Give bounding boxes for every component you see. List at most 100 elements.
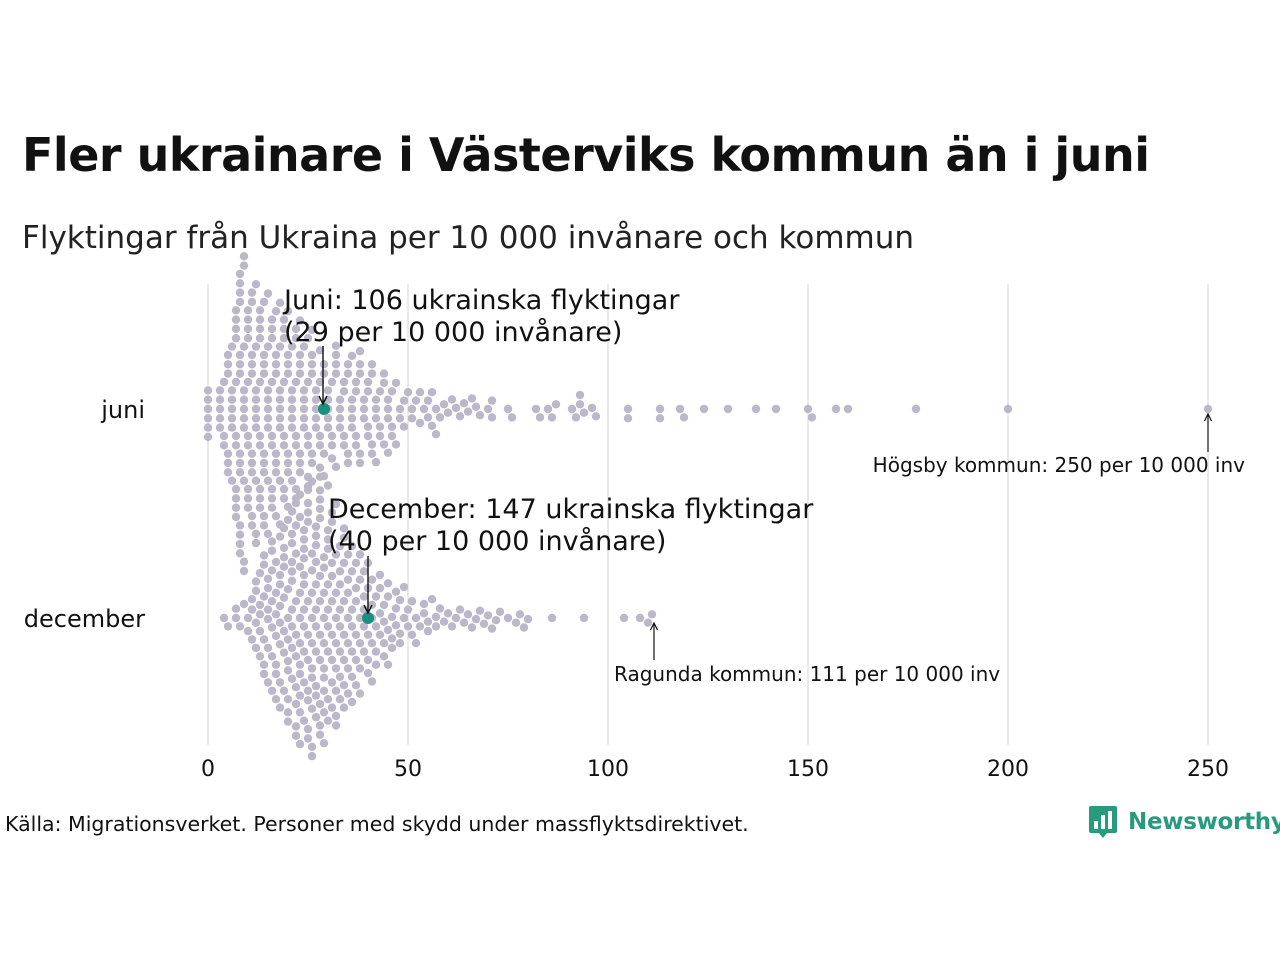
data-point-december-294	[435, 604, 445, 613]
data-point-juni-199	[307, 458, 317, 468]
data-point-juni-234	[339, 387, 349, 396]
data-point-december-318	[635, 613, 645, 623]
data-point-december-299	[455, 605, 465, 614]
data-point-juni-312	[471, 402, 481, 411]
data-point-december-213	[343, 639, 353, 648]
data-point-december-175	[323, 526, 333, 535]
data-point-december-173	[323, 535, 333, 544]
data-point-juni-81	[247, 521, 257, 530]
annotation-juni-line1: Juni: 106 ukrainska flyktingar	[282, 285, 680, 316]
data-point-december-82	[291, 597, 301, 606]
data-point-december-74	[287, 576, 297, 585]
data-point-december-95	[295, 562, 305, 571]
data-point-juni-143	[275, 342, 285, 351]
data-point-juni-167	[287, 386, 297, 395]
data-point-juni-190	[303, 431, 313, 441]
data-point-december-121	[303, 498, 313, 508]
data-point-december-157	[315, 472, 325, 481]
data-point-juni-252	[355, 449, 365, 458]
data-point-december-307	[487, 624, 497, 633]
data-point-juni-93	[255, 431, 265, 441]
data-point-december-75	[287, 567, 297, 576]
data-point-december-256	[371, 660, 381, 669]
data-point-december-189	[331, 588, 341, 597]
data-point-december-72	[287, 605, 297, 614]
data-point-december-303	[471, 614, 481, 624]
data-point-december-109	[299, 544, 309, 553]
data-point-juni-35	[231, 503, 241, 512]
data-point-juni-262	[363, 377, 373, 387]
data-point-juni-21	[227, 414, 237, 423]
data-point-juni-288	[399, 396, 409, 405]
data-point-december-265	[383, 625, 393, 635]
data-point-juni-302	[431, 430, 441, 439]
data-point-juni-102	[255, 306, 265, 315]
data-point-december-210	[339, 703, 349, 712]
data-point-december-317	[619, 613, 629, 623]
data-point-juni-239	[343, 449, 353, 458]
data-point-juni-317	[503, 404, 513, 414]
data-point-juni-110	[259, 297, 269, 307]
data-point-juni-340	[771, 404, 781, 414]
data-point-juni-75	[247, 360, 257, 369]
data-point-december-13	[251, 643, 261, 653]
data-point-december-161	[319, 664, 329, 673]
data-point-december-269	[387, 612, 397, 622]
data-point-juni-183	[295, 316, 305, 325]
data-point-december-111	[299, 526, 309, 535]
data-point-december-65	[283, 656, 293, 666]
data-point-juni-232	[335, 395, 345, 404]
data-point-juni-197	[307, 449, 317, 458]
data-point-juni-202	[311, 404, 321, 414]
data-point-juni-8	[215, 395, 225, 404]
data-point-juni-90	[251, 529, 261, 538]
data-point-december-154	[315, 730, 325, 739]
data-point-december-219	[347, 622, 357, 631]
data-point-december-300	[459, 618, 469, 627]
data-point-juni-36	[231, 306, 241, 315]
data-point-december-260	[375, 570, 385, 580]
data-point-december-67	[283, 695, 293, 704]
data-point-juni-177	[295, 369, 305, 378]
data-point-december-53	[275, 703, 285, 712]
data-point-juni-11	[219, 431, 229, 441]
data-point-december-41	[271, 588, 281, 597]
data-point-december-162	[319, 563, 329, 572]
data-point-juni-279	[383, 395, 393, 404]
logo-text: Newsworthy	[1128, 809, 1280, 835]
data-point-juni-2	[203, 395, 213, 404]
data-point-juni-154	[279, 315, 289, 324]
data-point-december-149	[315, 571, 325, 581]
data-point-juni-315	[487, 413, 497, 422]
data-point-december-264	[379, 652, 389, 661]
data-point-juni-275	[379, 440, 389, 449]
data-point-juni-334	[655, 414, 665, 423]
data-point-juni-66	[243, 334, 253, 343]
data-point-december-9	[247, 595, 257, 604]
data-point-juni-321	[543, 404, 553, 414]
data-point-december-128	[307, 664, 317, 673]
data-point-december-285	[411, 639, 421, 648]
data-point-december-207	[339, 558, 349, 568]
data-point-juni-96	[255, 334, 265, 343]
data-point-december-126	[307, 588, 317, 597]
data-point-juni-291	[407, 404, 417, 414]
data-point-december-156	[315, 486, 325, 495]
data-point-juni-121	[267, 431, 277, 441]
data-point-juni-225	[331, 369, 341, 378]
data-point-december-114	[303, 597, 313, 606]
data-point-juni-25	[227, 342, 237, 351]
data-point-december-51	[275, 678, 285, 687]
data-point-december-49	[275, 580, 285, 589]
data-point-december-84	[291, 549, 301, 558]
data-point-juni-68	[243, 324, 253, 334]
data-point-juni-59	[239, 261, 249, 270]
data-point-juni-115	[263, 423, 273, 432]
data-point-juni-24	[227, 386, 237, 395]
data-point-december-194	[331, 721, 341, 730]
data-point-december-92	[295, 639, 305, 648]
data-point-juni-255	[355, 347, 365, 356]
data-point-december-59	[279, 543, 289, 553]
data-point-december-155	[315, 495, 325, 504]
data-point-juni-264	[367, 369, 377, 378]
